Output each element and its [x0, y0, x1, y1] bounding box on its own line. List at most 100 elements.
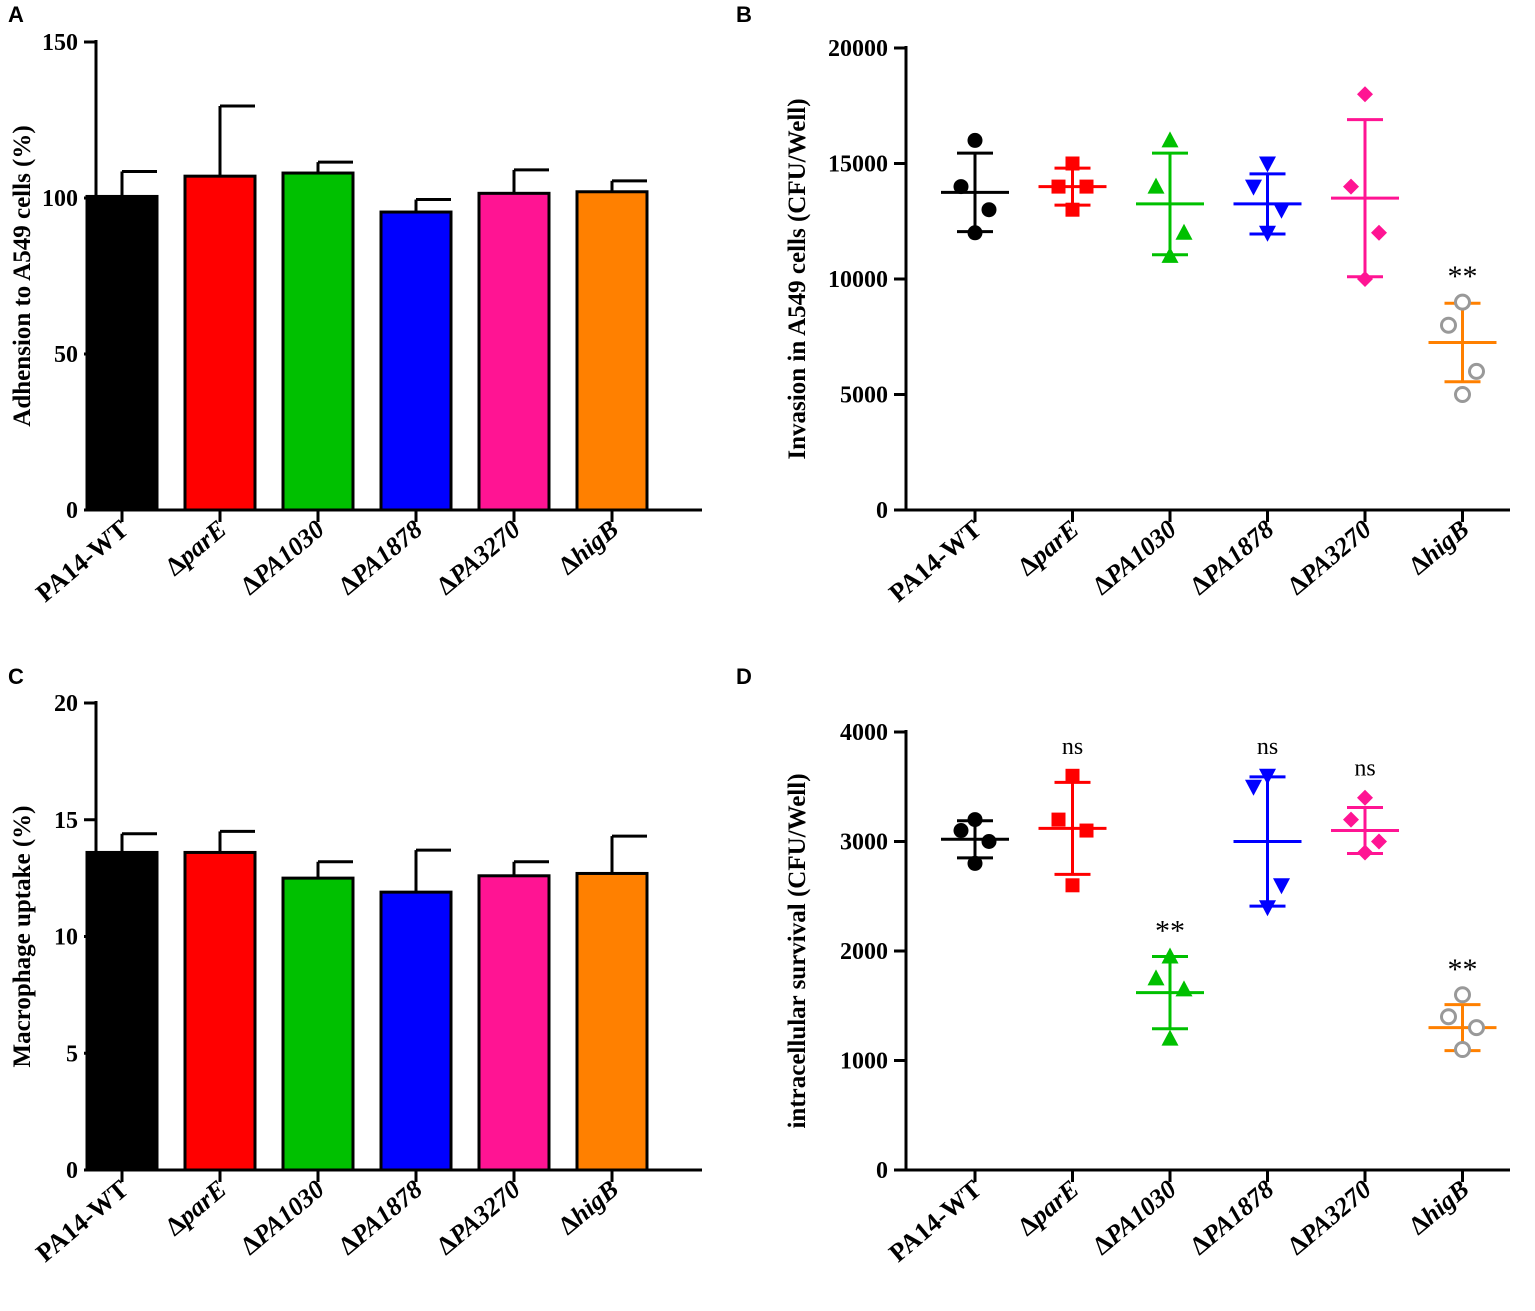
data-point: [1454, 293, 1471, 311]
data-point: [1259, 156, 1276, 173]
data-point: [1065, 878, 1080, 893]
bar: [85, 850, 159, 1172]
data-point: [1440, 1008, 1457, 1026]
x-tick-label: ΔhigB: [553, 1174, 624, 1240]
data-point: [1371, 833, 1387, 850]
x-tick-label: ΔparE: [160, 514, 232, 581]
y-tick-label: 3000: [840, 830, 888, 856]
data-point: [1357, 789, 1373, 806]
bar: [379, 890, 453, 1172]
x-tick-label: PA14-WT: [883, 514, 986, 607]
x-tick-label: ΔPA1030: [1087, 1174, 1182, 1260]
x-tick-label: PA14-WT: [30, 1174, 133, 1267]
x-tick-label: PA14-WT: [883, 1174, 986, 1267]
data-point: [1357, 86, 1373, 103]
data-point: [981, 834, 997, 849]
y-axis-label: intracellular survival (CFU/Well): [784, 773, 811, 1128]
y-tick-label: 0: [876, 498, 888, 524]
bar: [477, 191, 551, 512]
y-tick-label: 2000: [840, 939, 888, 965]
y-tick-label: 100: [42, 186, 78, 212]
x-tick-label: ΔPA1878: [1184, 1174, 1279, 1260]
data-point: [1147, 177, 1165, 194]
x-tick-label: ΔparE: [1012, 514, 1084, 581]
x-tick-label: ΔPA1030: [235, 1174, 330, 1260]
y-tick-label: 4000: [840, 720, 888, 746]
y-tick-label: 15000: [828, 152, 888, 178]
bar: [281, 876, 355, 1172]
data-point: [1259, 900, 1276, 917]
data-point: [1175, 980, 1193, 997]
x-tick-label: ΔPA3270: [1282, 514, 1377, 600]
significance-label: ns: [1062, 734, 1083, 760]
y-axis-label: Adhension to A549 cells (%): [9, 125, 36, 426]
y-tick-label: 5: [66, 1041, 78, 1067]
data-point: [953, 823, 969, 839]
panel-letter: D: [736, 664, 752, 689]
panel-a: A Adhension to A549 cells (%) 0 50 100 150 PA1…: [8, 2, 702, 608]
bar: [477, 874, 551, 1172]
data-point: [1065, 202, 1080, 217]
data-point: [1259, 225, 1276, 242]
data-point: [1273, 202, 1290, 219]
x-tick-label: ΔPA3270: [431, 1174, 526, 1260]
data-point: [1259, 768, 1276, 785]
data-point: [967, 855, 983, 871]
panel-letter: C: [8, 664, 24, 689]
y-axis-label: Invasion in A549 cells (CFU/Well): [784, 98, 811, 459]
significance-label: **: [1448, 953, 1478, 986]
data-point: [1079, 179, 1094, 194]
bar: [183, 850, 257, 1172]
bar: [575, 871, 649, 1172]
y-tick-label: 50: [54, 342, 78, 368]
x-tick-label: ΔparE: [160, 1174, 232, 1241]
data-point: [1468, 1019, 1485, 1037]
x-tick-label: ΔhigB: [553, 514, 624, 580]
data-point: [1454, 386, 1471, 403]
panel-letter: A: [8, 2, 24, 27]
data-point: [1161, 246, 1179, 263]
data-point: [1245, 179, 1262, 196]
data-point: [1357, 844, 1373, 861]
panel-b: B Invasion in A549 cells (CFU/Well) 0 5000 1…: [736, 2, 1510, 608]
data-point: [1161, 947, 1179, 964]
y-tick-label: 20000: [828, 36, 888, 62]
x-tick-label: ΔPA1878: [1184, 514, 1279, 600]
data-point: [1065, 156, 1080, 171]
data-point: [1175, 223, 1193, 240]
data-point: [1343, 178, 1359, 195]
data-point: [1273, 878, 1290, 895]
data-point: [1051, 179, 1066, 194]
data-point: [1454, 1041, 1471, 1059]
panel-letter: B: [736, 2, 752, 27]
data-point: [1468, 362, 1485, 380]
y-tick-label: 0: [66, 498, 78, 524]
x-tick-label: ΔPA3270: [431, 514, 526, 600]
x-tick-label: ΔhigB: [1403, 1174, 1474, 1240]
significance-label: ns: [1257, 734, 1278, 760]
data-point: [1454, 986, 1471, 1004]
x-tick-label: ΔPA1878: [333, 514, 428, 600]
data-point: [981, 202, 997, 218]
x-tick-label: ΔPA1030: [1087, 514, 1182, 600]
bar: [183, 174, 257, 512]
x-tick-label: ΔPA1878: [333, 1174, 428, 1260]
y-tick-label: 20: [54, 691, 78, 717]
y-tick-label: 1000: [840, 1049, 888, 1075]
data-point: [1357, 271, 1373, 287]
x-tick-label: ΔPA3270: [1282, 1174, 1377, 1260]
y-axis-label: Macrophage uptake (%): [9, 805, 36, 1067]
bar: [575, 190, 649, 512]
x-tick-label: PA14-WT: [30, 514, 133, 607]
significance-label: ns: [1354, 756, 1375, 782]
data-point: [1079, 823, 1094, 838]
x-tick-label: ΔparE: [1012, 1174, 1084, 1241]
data-point: [967, 225, 983, 241]
data-point: [1440, 316, 1457, 334]
significance-label: **: [1448, 260, 1478, 293]
data-point: [953, 179, 969, 195]
y-tick-label: 150: [42, 30, 78, 56]
x-tick-label: ΔhigB: [1403, 514, 1474, 580]
